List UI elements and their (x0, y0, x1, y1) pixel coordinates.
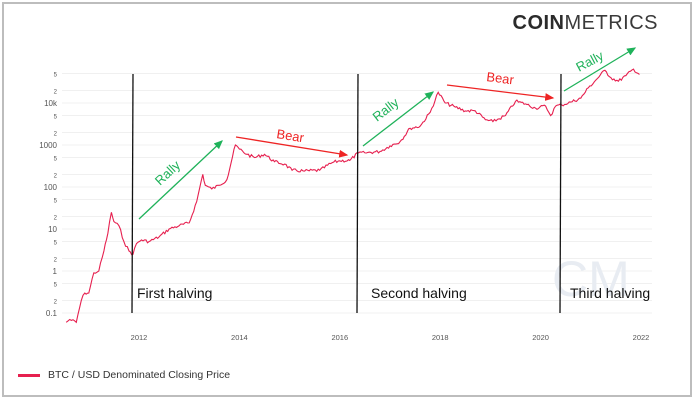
y-tick-label: 10k (44, 99, 58, 108)
x-tick-label: 2022 (633, 333, 650, 342)
second-halving-label: Second halving (371, 285, 467, 301)
x-axis-ticks: 2012 2014 2016 2018 2020 2022 (131, 333, 650, 342)
x-tick-label: 2012 (131, 333, 148, 342)
legend-label: BTC / USD Denominated Closing Price (48, 369, 231, 381)
coinmetrics-logo: COINMETRICS (513, 12, 659, 35)
y-tick-label: 5 (54, 157, 58, 163)
y-tick-label: 2 (54, 131, 58, 137)
legend[interactable]: BTC / USD Denominated Closing Price (18, 369, 230, 381)
y-tick-label: 1000 (39, 141, 57, 150)
x-tick-label: 2014 (231, 333, 248, 342)
logo-light: METRICS (564, 12, 658, 34)
rally-arrow-3: Rally (563, 47, 637, 92)
cm-watermark: CM (552, 251, 630, 307)
rally-arrow-1: Rally (138, 140, 223, 220)
halving-line (131, 73, 134, 314)
y-tick-label: 2 (54, 215, 58, 221)
rally-label-1: Rally (152, 157, 184, 188)
y-tick-label: 5 (54, 73, 58, 79)
y-tick-label: 100 (44, 183, 58, 192)
rally-label-3: Rally (573, 48, 606, 75)
first-halving-label: First halving (137, 285, 212, 301)
y-tick-label: 5 (54, 115, 58, 121)
third-halving-label: Third halving (570, 285, 650, 301)
y-tick-label: 2 (54, 299, 58, 305)
rally-arrow-2: Rally (362, 91, 435, 147)
y-tick-label: 2 (54, 173, 58, 179)
x-tick-label: 2016 (331, 333, 348, 342)
y-axis-ticks: 0.1 2 5 1 2 5 10 2 5 100 2 5 1000 2 5 10k 2 5 (39, 73, 58, 318)
halving-lines (131, 73, 562, 314)
legend-swatch (18, 373, 40, 377)
y-tick-label: 5 (54, 199, 58, 205)
x-tick-label: 2020 (532, 333, 549, 342)
y-tick-label: 2 (54, 257, 58, 263)
y-tick-label: 1 (53, 267, 58, 276)
bear-label-2: Bear (486, 69, 516, 87)
halving-line (356, 73, 359, 314)
bear-arrow-2: Bear (446, 69, 555, 101)
logo-bold: COIN (512, 12, 565, 34)
bear-arrow-1: Bear (235, 126, 349, 158)
price-line (65, 68, 640, 324)
bear-label-1: Bear (276, 126, 306, 145)
y-tick-label: 2 (54, 89, 58, 95)
y-tick-label: 5 (54, 283, 58, 289)
y-tick-label: 10 (48, 225, 57, 234)
x-tick-label: 2018 (432, 333, 449, 342)
y-tick-label: 5 (54, 241, 58, 247)
y-tick-label: 0.1 (46, 309, 58, 318)
halving-line (559, 73, 562, 314)
